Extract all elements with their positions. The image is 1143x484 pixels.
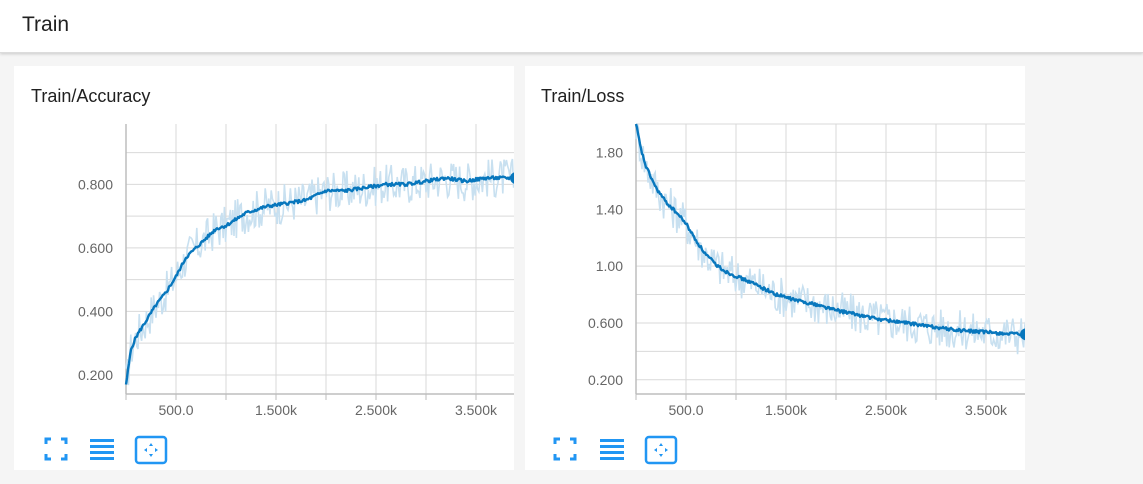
section-header[interactable]: Train [0,0,1143,53]
last-point-marker [510,172,514,184]
fit-domain-button[interactable] [644,435,678,465]
chart-title: Train/Accuracy [31,86,151,106]
chart-title: Train/Loss [541,86,625,106]
fullscreen-button[interactable] [42,435,70,463]
x-tick-label: 1.500k [765,402,808,418]
y-tick-label: 0.600 [588,315,623,331]
section-title: Train [22,13,70,36]
x-tick-label: 3.500k [455,402,498,418]
lines-icon [90,439,114,460]
x-tick-label: 3.500k [965,402,1008,418]
fit-domain-button[interactable] [134,435,168,465]
accuracy-chart[interactable]: 500.0 1.500k 2.500k 3.500k 0.200 0.400 0.600 0.… [14,66,514,426]
smoothed-series-line [634,123,1025,337]
x-tick-label: 500.0 [158,402,193,418]
chart-card-loss: Train/Loss 500.0 1.500k 2.500k 3.500k 0.200 0… [525,66,1025,470]
y-tick-label: 0.600 [78,240,113,256]
x-tick-label: 2.500k [355,402,398,418]
y-tick-label: 0.200 [78,367,113,383]
y-tick-label: 1.80 [596,144,623,160]
lines-icon [600,439,624,460]
toggle-y-log-button[interactable] [88,435,116,463]
loss-chart[interactable]: 500.0 1.500k 2.500k 3.500k 0.200 0.600 1.00 1.4… [525,66,1025,426]
fit-domain-icon [644,435,678,465]
x-tick-label: 2.500k [865,402,908,418]
y-tick-label: 0.800 [78,176,113,192]
y-tick-label: 0.400 [78,303,113,319]
y-tick-label: 0.200 [588,372,623,388]
chart-card-accuracy: Train/Accuracy 500.0 1.500k 2.500k 3.500k 0.… [14,66,514,470]
y-tick-label: 1.40 [596,201,623,217]
fullscreen-button[interactable] [551,435,579,463]
smoothed-series-line [124,175,514,385]
y-tick-label: 1.00 [596,258,623,274]
x-tick-label: 500.0 [668,402,703,418]
fit-domain-icon [134,435,168,465]
x-tick-label: 1.500k [255,402,298,418]
fullscreen-icon [44,437,68,461]
last-point-marker [1020,328,1025,341]
raw-series-line [125,158,514,386]
toggle-y-log-button[interactable] [598,435,626,463]
fullscreen-icon [553,437,577,461]
